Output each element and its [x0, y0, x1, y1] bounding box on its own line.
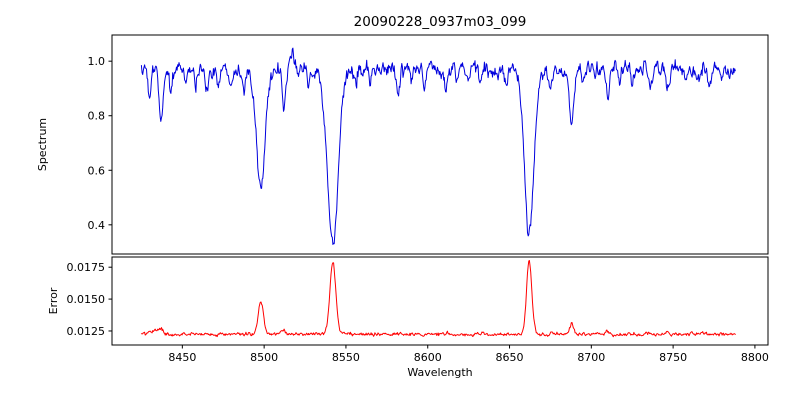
x-tick-label: 8450: [168, 351, 196, 364]
chart-title: 20090228_0937m03_099: [354, 14, 527, 30]
spectrum-y-tick-label: 1.0: [88, 55, 106, 68]
spectrum-y-tick-label: 0.4: [88, 219, 106, 232]
wavelength-axis-label: Wavelength: [407, 366, 472, 379]
x-tick-label: 8700: [577, 351, 605, 364]
plot-panels: 0.4 0.6 0.8 1.0 0.0125 0.0150 0.0175 8450 8500 85…: [67, 34, 769, 364]
x-tick-label: 8500: [250, 351, 278, 364]
spectrum-axes-border: [111, 34, 769, 255]
error-y-tick-label: 0.0175: [67, 261, 106, 274]
spectrum-y-tick-label: 0.8: [88, 110, 106, 123]
spectrum-line: [140, 47, 736, 245]
error-y-tick-label: 0.0150: [67, 293, 106, 306]
x-tick-label: 8650: [496, 351, 524, 364]
spectrum-axis-label: Spectrum: [36, 118, 49, 171]
error-y-tick-label: 0.0125: [67, 325, 106, 338]
x-tick-label: 8800: [741, 351, 769, 364]
x-tick-label: 8600: [414, 351, 442, 364]
x-tick-label: 8550: [332, 351, 360, 364]
x-tick-label: 8750: [659, 351, 687, 364]
spectrum-y-tick-label: 0.6: [88, 164, 106, 177]
error-axes-border: [111, 256, 769, 346]
error-axis-label: Error: [47, 287, 60, 314]
error-line: [140, 260, 736, 338]
